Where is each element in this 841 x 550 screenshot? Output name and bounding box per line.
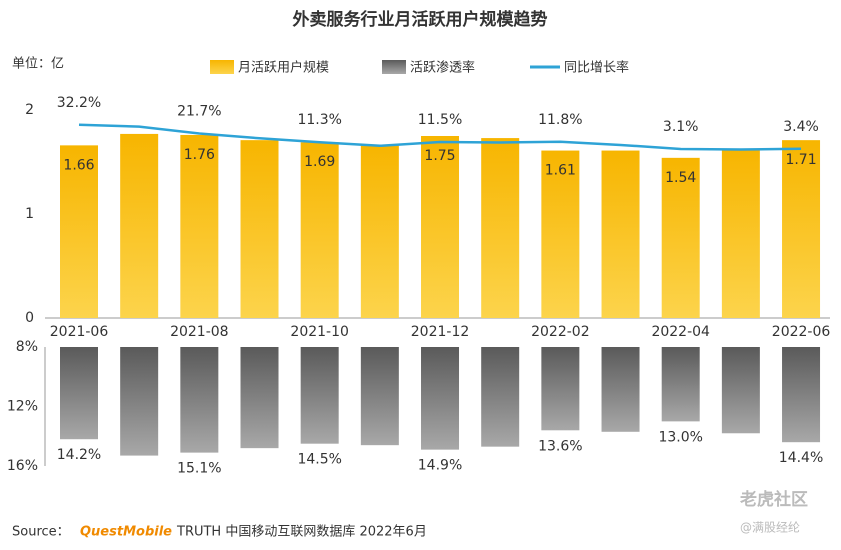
data-label: 11.3% [297, 112, 341, 128]
y-tick-label: 8% [16, 339, 38, 355]
x-tick-label: 2021-08 [170, 324, 229, 340]
data-label: 1.76 [184, 147, 215, 163]
x-tick-label: 2022-02 [531, 324, 590, 340]
bar [240, 347, 279, 449]
bar [180, 134, 219, 318]
bar [60, 347, 98, 440]
data-label: 11.8% [538, 112, 582, 128]
data-label: 14.2% [57, 447, 101, 463]
data-label: 21.7% [177, 104, 221, 120]
x-tick-label: 2021-10 [290, 324, 349, 340]
bar [360, 145, 399, 318]
bar [421, 347, 460, 450]
data-label: 1.54 [665, 170, 696, 186]
bar [661, 157, 700, 318]
unit-label: 单位：亿 [12, 57, 64, 72]
bar [180, 347, 219, 453]
bar [360, 347, 399, 446]
bar [721, 149, 760, 318]
data-label: 32.2% [57, 95, 101, 111]
legend-swatch [210, 60, 234, 74]
y-tick-label: 12% [7, 399, 38, 415]
y-tick-label: 0 [25, 310, 34, 326]
x-tick-label: 2021-06 [50, 324, 109, 340]
bar [782, 140, 821, 318]
bar [120, 133, 159, 318]
bar [240, 140, 279, 318]
x-tick-label: 2021-12 [411, 324, 470, 340]
growth-line [78, 123, 802, 151]
data-label: 14.9% [418, 458, 462, 474]
data-label: 15.1% [177, 461, 221, 477]
plot: 0 1 2 2021-06 2021-08 2021-10 2021-12 2022-02 20… [7, 95, 831, 477]
bar [481, 347, 520, 447]
bar [661, 347, 700, 422]
bar [421, 136, 460, 318]
bar [782, 347, 821, 443]
legend-label: 月活跃用户规模 [238, 60, 329, 76]
source-text: TRUTH 中国移动互联网数据库 2022年6月 [176, 524, 427, 540]
y-tick-label: 1 [25, 206, 34, 222]
data-label: 1.66 [63, 157, 94, 173]
x-tick-label: 2022-04 [651, 324, 710, 340]
watermark: @满股经纶 [740, 521, 800, 535]
bar [481, 138, 520, 318]
bar [601, 347, 640, 432]
data-label: 14.5% [297, 452, 341, 468]
chart-title: 外卖服务行业月活跃用户规模趋势 [293, 9, 548, 30]
y-tick-label: 2 [25, 102, 34, 118]
data-label: 1.69 [304, 154, 335, 170]
bar [541, 347, 580, 431]
bar [721, 347, 760, 434]
legend-label: 活跃渗透率 [410, 60, 475, 76]
data-label: 13.0% [658, 429, 702, 445]
bar [541, 150, 580, 318]
bar [60, 145, 98, 318]
data-label: 1.71 [785, 152, 816, 168]
bar [300, 142, 339, 318]
data-label: 11.5% [418, 112, 462, 128]
data-label: 3.4% [783, 119, 819, 135]
bar [300, 347, 339, 444]
bar [601, 150, 640, 318]
legend-swatch [382, 60, 406, 74]
source-prefix: Source： [12, 525, 70, 540]
x-tick-label: 2022-06 [772, 324, 831, 340]
data-label: 3.1% [663, 119, 699, 135]
y-tick-label: 16% [7, 458, 38, 474]
data-label: 1.75 [424, 148, 455, 164]
data-label: 13.6% [538, 438, 582, 454]
source-brand: QuestMobile [80, 525, 172, 540]
legend-label: 同比增长率 [564, 60, 629, 76]
watermark: 老虎社区 [739, 489, 808, 510]
bar [120, 347, 159, 456]
data-label: 1.61 [545, 163, 576, 179]
data-label: 14.4% [779, 450, 823, 466]
